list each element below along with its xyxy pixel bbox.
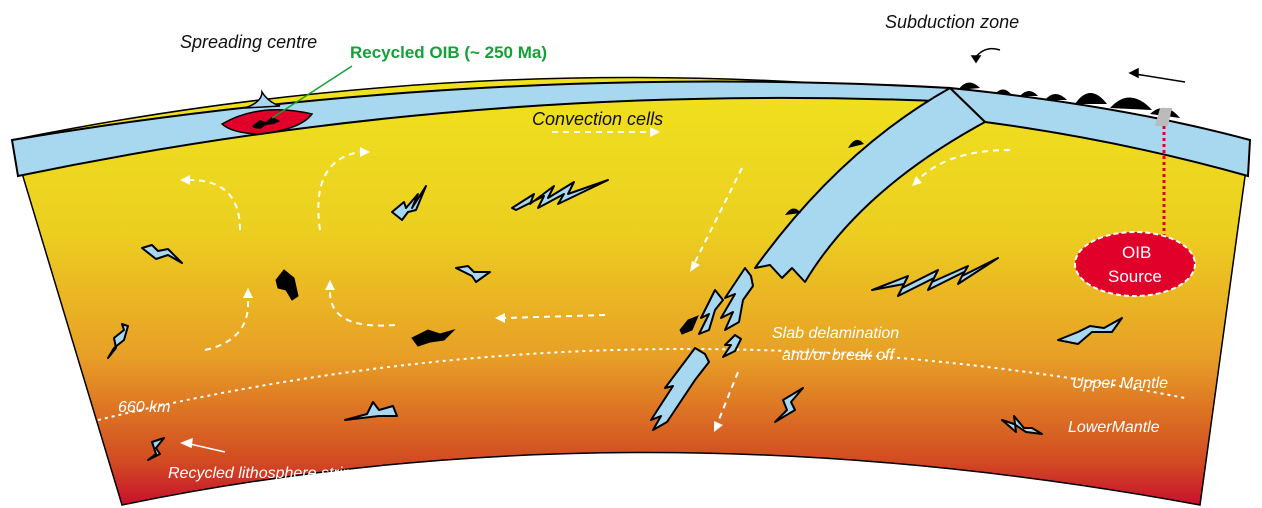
upper-mantle-label: Upper Mantle: [1072, 375, 1168, 392]
subduction-zone-label: Subduction zone: [885, 12, 1019, 32]
slab-delamination-line1: Slab delamination: [772, 325, 899, 342]
overriding-plate: [947, 86, 1252, 178]
slab-delamination-line2: and/or break off: [782, 347, 896, 364]
recycled-strips: [107, 179, 1123, 461]
oib-source-line2: Source: [1108, 267, 1162, 286]
ridge-rise: [244, 89, 281, 109]
lower-mantle-label: LowerMantle: [1068, 419, 1160, 436]
recycled-strip-label: Recycled lithosphere strip: [168, 465, 351, 482]
recycled-oib-blob: [252, 117, 280, 129]
convection-arrows: [180, 127, 1011, 432]
slab-fragments: [650, 267, 754, 431]
recycled-oib-label: Recycled OIB (~ 250 Ma): [350, 43, 547, 62]
subducting-slab: [754, 87, 986, 283]
660km-boundary: [97, 348, 1186, 421]
recycled-strip-arrows: [180, 437, 226, 453]
black-slab-blobs: [275, 269, 699, 347]
oib-source-line1: OIB: [1122, 243, 1151, 262]
convection-cells-label: Convection cells: [532, 109, 663, 129]
oib-source-ellipse: [1074, 231, 1196, 297]
oib-leader-line: [271, 65, 353, 119]
volcano-smoke: [1155, 108, 1172, 126]
depth-660-label: 660 km: [118, 399, 170, 416]
plate-motion-arrows: [970, 47, 1186, 83]
spreading-centre-label: Spreading centre: [180, 32, 317, 52]
